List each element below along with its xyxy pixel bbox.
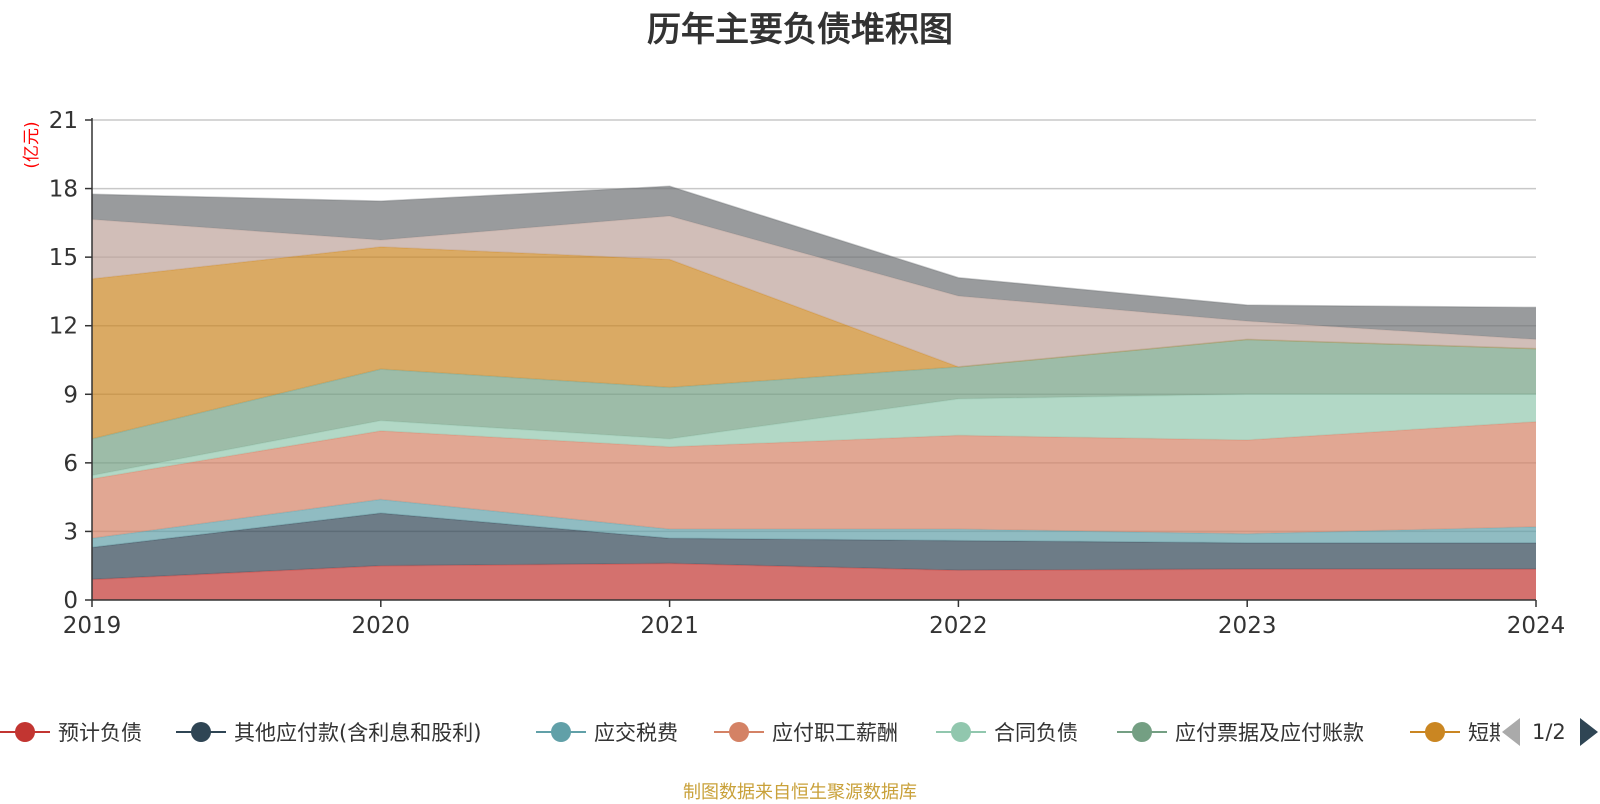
y-tick-label: 6: [63, 451, 78, 477]
x-tick-label: 2019: [63, 613, 122, 639]
y-axis-unit-label: (亿元): [22, 121, 42, 168]
x-tick-label: 2024: [1507, 613, 1566, 639]
legend-item[interactable]: 应付票据及应付账款: [1117, 712, 1364, 752]
area-series-8: [92, 216, 1536, 367]
x-tick-label: 2022: [929, 613, 988, 639]
x-tick-label: 2023: [1218, 613, 1277, 639]
y-tick-label: 12: [49, 314, 78, 340]
legend-marker-icon: [0, 712, 50, 752]
y-tick-label: 9: [63, 382, 78, 408]
area-series-group: [91, 185, 1537, 600]
area-series-2: [92, 513, 1536, 580]
legend-label: 短期借款: [1468, 721, 1500, 745]
legend-label: 预计负债: [58, 721, 142, 745]
legend-prev-page-icon[interactable]: [1502, 718, 1520, 746]
legend-label: 合同负债: [994, 721, 1078, 745]
y-tick-label: 3: [63, 519, 78, 545]
stacked-area-chart: 0 3 6 9 12 15 18 21 2019 2020 2021 2022 2023 2024 (亿元…: [22, 108, 1566, 639]
legend-marker-icon: [1117, 712, 1167, 752]
legend-marker-icon: [176, 712, 226, 752]
y-tick-label: 21: [49, 108, 78, 134]
legend-label: 应付票据及应付账款: [1175, 721, 1364, 745]
legend-marker-icon: [936, 712, 986, 752]
area-series-1: [92, 563, 1536, 600]
legend-item[interactable]: 合同负债: [936, 712, 1078, 752]
area-series-4: [92, 421, 1536, 539]
legend-item[interactable]: 预计负债: [0, 712, 142, 752]
legend-item[interactable]: 应付职工薪酬: [714, 712, 898, 752]
y-tick-label: 15: [49, 245, 78, 271]
area-series-edge: [91, 185, 1537, 309]
y-tick-label: 18: [49, 177, 78, 203]
legend-marker-icon: [536, 712, 586, 752]
legend-label: 应付职工薪酬: [772, 721, 898, 745]
y-tick-label: 0: [63, 588, 78, 614]
axes: 0 3 6 9 12 15 18 21 2019 2020 2021 2022 2023 2024: [49, 108, 1566, 639]
area-series-9: [92, 186, 1536, 340]
data-source-note: 制图数据来自恒生聚源数据库: [683, 782, 917, 803]
legend-item[interactable]: 短期借款: [1410, 712, 1500, 752]
legend: 预计负债 其他应付款(含利息和股利) 应交税费 应付职工薪酬 合同负债 应付票据及应付账款…: [0, 712, 1500, 752]
legend-marker-icon: [714, 712, 764, 752]
legend-label: 其他应付款(含利息和股利): [234, 721, 482, 745]
legend-pager: 1/2: [1500, 712, 1600, 752]
legend-item[interactable]: 其他应付款(含利息和股利): [176, 712, 481, 752]
legend-item[interactable]: 应交税费: [536, 712, 678, 752]
x-tick-label: 2020: [352, 613, 411, 639]
chart-title: 历年主要负债堆积图: [647, 10, 953, 50]
x-tick-label: 2021: [640, 613, 699, 639]
legend-page-indicator: 1/2: [1532, 720, 1566, 744]
area-series-edge: [91, 338, 1537, 440]
legend-marker-icon: [1410, 712, 1460, 752]
legend-label: 应交税费: [594, 721, 678, 745]
legend-next-page-icon[interactable]: [1579, 718, 1598, 746]
area-series-6: [92, 339, 1536, 476]
area-series-7: [92, 246, 1536, 439]
area-series-5: [92, 394, 1536, 479]
area-series-3: [92, 499, 1536, 548]
